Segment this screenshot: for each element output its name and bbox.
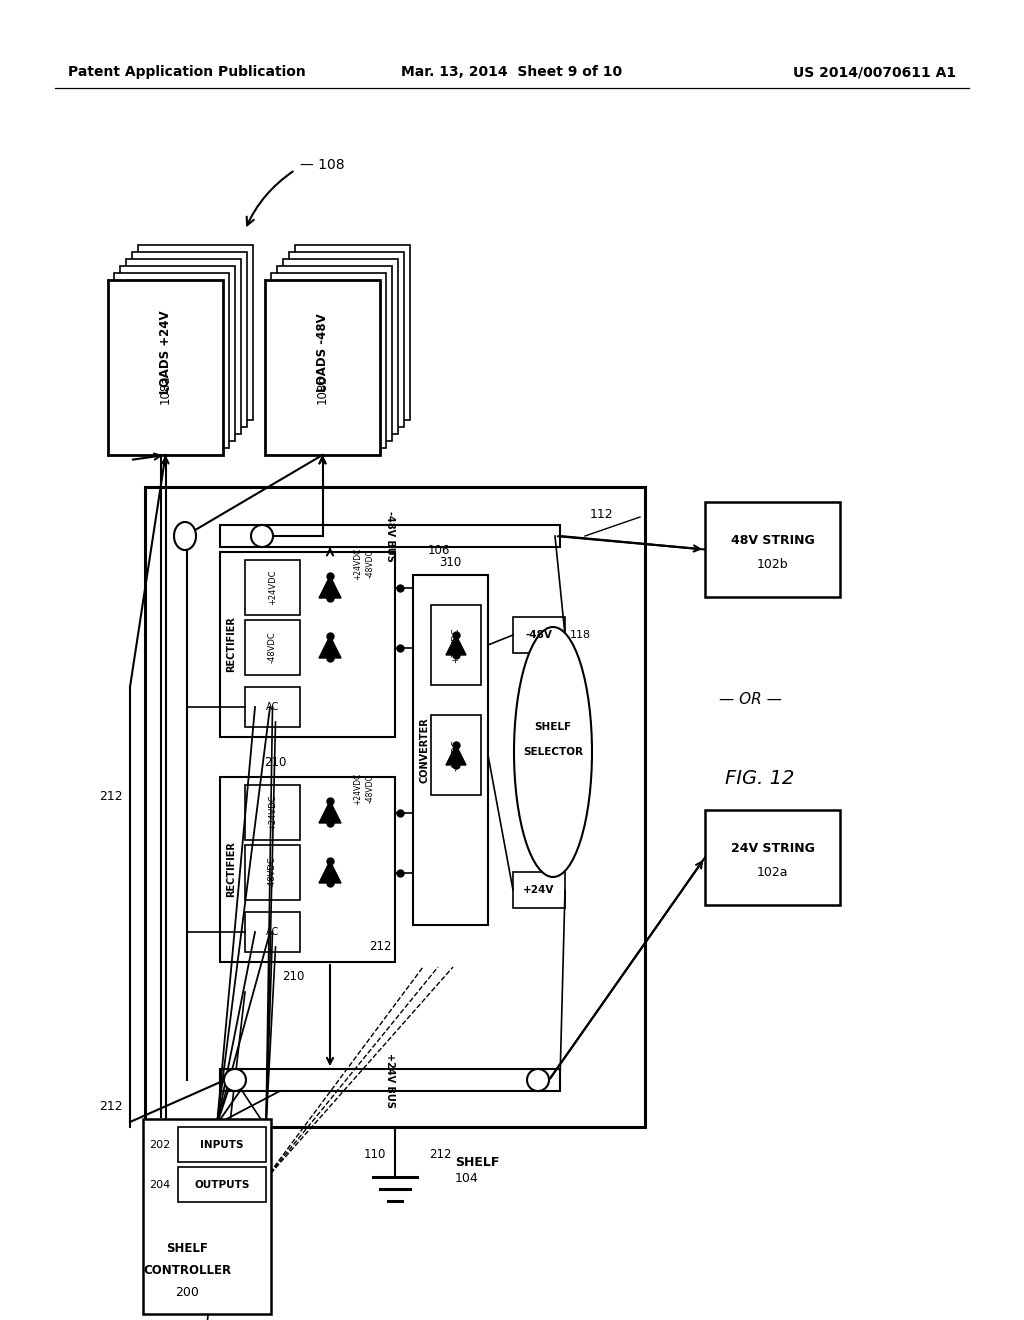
Bar (289, 252, 404, 426)
Bar (245, 785, 300, 840)
Text: CONTROLLER: CONTROLLER (143, 1265, 231, 1278)
Text: +24VDC: +24VDC (268, 795, 278, 830)
Polygon shape (319, 861, 341, 883)
Polygon shape (446, 744, 466, 766)
Text: INPUTS: INPUTS (201, 1139, 244, 1150)
Ellipse shape (251, 525, 273, 546)
Bar (120, 267, 234, 441)
Bar (431, 605, 481, 685)
Bar (513, 873, 565, 908)
Text: 212: 212 (99, 1101, 123, 1114)
Bar (265, 280, 380, 455)
Ellipse shape (224, 1069, 246, 1092)
Text: SHELF: SHELF (166, 1242, 208, 1255)
Bar (245, 845, 300, 900)
Bar (705, 502, 840, 597)
Text: -48VDC: -48VDC (268, 857, 278, 888)
Bar (513, 616, 565, 653)
Polygon shape (446, 635, 466, 655)
Text: -48VDC: -48VDC (268, 632, 278, 664)
Bar (178, 1127, 266, 1162)
Text: 108b: 108b (316, 375, 329, 404)
Ellipse shape (514, 627, 592, 876)
Text: 210: 210 (264, 755, 286, 768)
Text: — OR —: — OR — (719, 693, 781, 708)
Text: 102b: 102b (757, 557, 788, 570)
Text: CONVERTER: CONVERTER (419, 717, 429, 783)
Bar (705, 810, 840, 906)
Bar (431, 715, 481, 795)
Polygon shape (319, 636, 341, 657)
Text: 102a: 102a (757, 866, 788, 879)
Bar (220, 777, 395, 962)
Bar (132, 252, 247, 426)
Bar (143, 1119, 271, 1313)
Bar (278, 267, 392, 441)
Text: -48V: -48V (525, 630, 552, 640)
Text: 200: 200 (175, 1286, 199, 1299)
Text: +24V: +24V (523, 884, 555, 895)
Text: LOADS +24V: LOADS +24V (159, 310, 172, 395)
Text: LOADS -48V: LOADS -48V (316, 313, 329, 392)
Text: SHELF: SHELF (455, 1155, 500, 1168)
Text: -48VDC: -48VDC (366, 775, 375, 804)
Text: 202: 202 (148, 1139, 170, 1150)
Text: 48V STRING: 48V STRING (731, 533, 814, 546)
Bar (295, 246, 410, 420)
Bar (178, 1167, 266, 1203)
Polygon shape (319, 801, 341, 822)
Bar (126, 259, 241, 434)
Text: 212: 212 (99, 791, 123, 804)
Text: 310: 310 (439, 557, 462, 569)
Text: -48VDC: -48VDC (452, 739, 461, 771)
Text: 210: 210 (282, 970, 304, 983)
Bar (145, 487, 645, 1127)
Bar (245, 912, 300, 952)
Text: SELECTOR: SELECTOR (523, 747, 583, 756)
Text: Patent Application Publication: Patent Application Publication (68, 65, 306, 79)
Text: RECTIFIER: RECTIFIER (226, 616, 236, 672)
Bar (138, 246, 253, 420)
Text: 212: 212 (369, 940, 391, 953)
Bar (108, 280, 223, 455)
Bar (245, 686, 300, 727)
Bar (114, 273, 229, 447)
Text: +24VDC: +24VDC (268, 570, 278, 606)
Text: -48V BUS: -48V BUS (385, 511, 395, 561)
Text: 204: 204 (148, 1180, 170, 1189)
Text: 24V STRING: 24V STRING (730, 842, 814, 854)
Text: 118: 118 (570, 630, 591, 640)
Text: — 108: — 108 (300, 158, 345, 172)
Text: US 2014/0070611 A1: US 2014/0070611 A1 (793, 65, 956, 79)
Ellipse shape (527, 1069, 549, 1092)
Bar (245, 620, 300, 675)
Bar (283, 259, 398, 434)
Text: OUTPUTS: OUTPUTS (195, 1180, 250, 1189)
Text: -48VDC: -48VDC (366, 549, 375, 578)
Text: +24VDC: +24VDC (353, 548, 362, 581)
Bar (271, 273, 386, 447)
Text: +24VDC: +24VDC (353, 772, 362, 805)
Text: 110: 110 (364, 1148, 386, 1162)
Ellipse shape (174, 521, 196, 550)
Text: 106: 106 (427, 544, 450, 557)
Text: FIG. 12: FIG. 12 (725, 768, 795, 788)
Text: SHELF: SHELF (535, 722, 571, 733)
Text: AC: AC (266, 702, 280, 711)
Bar (220, 525, 560, 546)
Text: 104: 104 (455, 1172, 479, 1185)
Bar (220, 552, 395, 737)
Text: AC: AC (266, 927, 280, 937)
Bar (413, 576, 488, 925)
Bar (245, 560, 300, 615)
Text: 112: 112 (590, 508, 613, 521)
Text: RECTIFIER: RECTIFIER (226, 842, 236, 898)
Text: +24VDC: +24VDC (452, 627, 461, 663)
Text: Mar. 13, 2014  Sheet 9 of 10: Mar. 13, 2014 Sheet 9 of 10 (401, 65, 623, 79)
Text: +24V BUS: +24V BUS (385, 1052, 395, 1107)
Polygon shape (319, 576, 341, 598)
Text: 212: 212 (429, 1148, 452, 1162)
Bar (220, 1069, 560, 1092)
Text: 108a: 108a (159, 375, 172, 404)
